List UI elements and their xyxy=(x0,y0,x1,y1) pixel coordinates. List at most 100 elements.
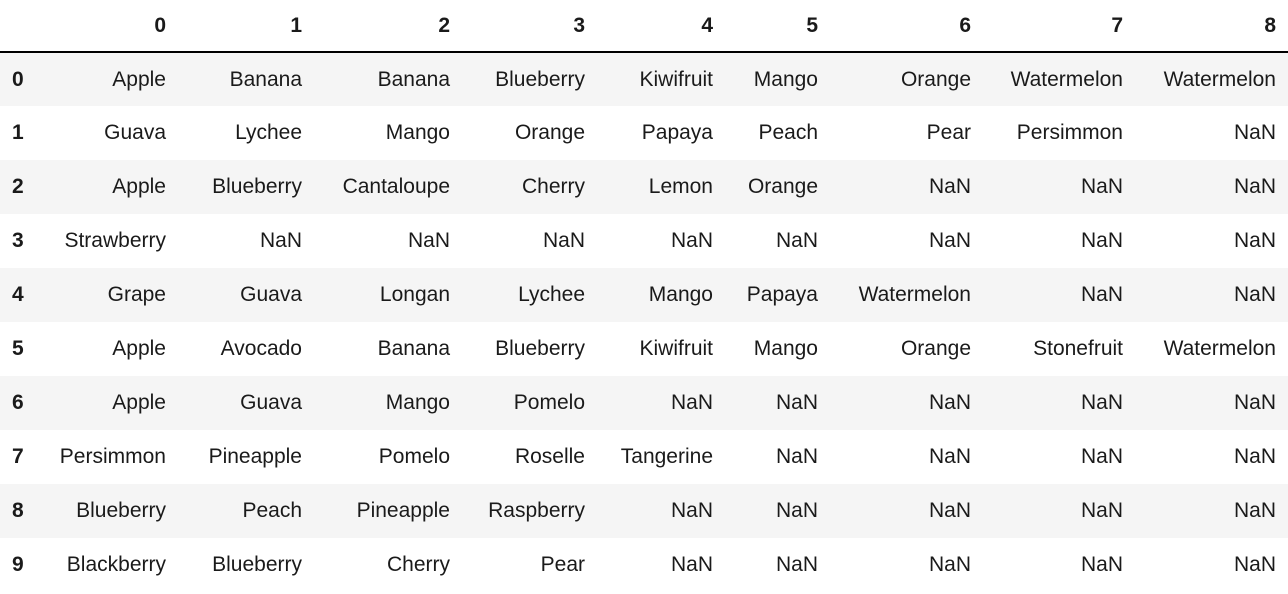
index-header-corner xyxy=(0,0,46,53)
row-index: 6 xyxy=(12,391,24,414)
table-cell: NaN xyxy=(775,445,818,468)
table-cell: NaN xyxy=(928,553,971,576)
table-cell: Tangerine xyxy=(620,445,713,468)
table-row: 4 Grape Guava Longan Lychee Mango Papaya Waterm… xyxy=(0,268,1288,322)
table-cell: Watermelon xyxy=(858,283,971,306)
table-cell: Longan xyxy=(379,283,450,306)
table-cell: Pomelo xyxy=(513,391,585,414)
table-cell: Mango xyxy=(753,67,818,91)
table-cell: Blueberry xyxy=(212,175,302,198)
table-cell: Cherry xyxy=(386,553,450,576)
table-cell: Watermelon xyxy=(1010,67,1123,91)
table-cell: NaN xyxy=(1233,283,1276,306)
table-cell: NaN xyxy=(1233,175,1276,198)
table-cell: NaN xyxy=(775,391,818,414)
table-cell: NaN xyxy=(259,229,302,252)
table-cell: NaN xyxy=(928,445,971,468)
table-cell: Blueberry xyxy=(495,67,585,91)
table-cell: Orange xyxy=(900,337,971,360)
table-cell: Stonefruit xyxy=(1033,337,1123,360)
table-row: 0 Apple Banana Banana Blueberry Kiwifruit Mang… xyxy=(0,52,1288,106)
table-row: 3 Strawberry NaN NaN NaN NaN NaN NaN NaN NaN xyxy=(0,214,1288,268)
column-header: 3 xyxy=(462,0,597,53)
table-cell: Orange xyxy=(747,175,818,198)
row-index: 5 xyxy=(12,337,24,360)
table-cell: Apple xyxy=(112,337,166,360)
table-cell: Papaya xyxy=(746,283,818,306)
table-cell: Blackberry xyxy=(66,553,166,576)
table-cell: NaN xyxy=(670,499,713,522)
table-cell: Mango xyxy=(753,337,818,360)
row-index: 7 xyxy=(12,445,24,468)
row-index: 0 xyxy=(12,67,24,91)
row-index: 2 xyxy=(12,175,24,198)
table-cell: NaN xyxy=(1080,499,1123,522)
column-header: 4 xyxy=(597,0,725,53)
table-row: 5 Apple Avocado Banana Blueberry Kiwifruit Man… xyxy=(0,322,1288,376)
column-header: 5 xyxy=(725,0,830,53)
table-cell: NaN xyxy=(1080,553,1123,576)
table-cell: Banana xyxy=(377,67,450,91)
table-cell: Pineapple xyxy=(356,499,450,522)
table-cell: NaN xyxy=(670,553,713,576)
column-header: 1 xyxy=(178,0,314,53)
table-cell: NaN xyxy=(775,499,818,522)
table-cell: Avocado xyxy=(220,337,302,360)
table-cell: NaN xyxy=(775,229,818,252)
column-header: 2 xyxy=(314,0,462,53)
table-cell: NaN xyxy=(670,391,713,414)
table-cell: Roselle xyxy=(514,445,585,468)
table-body: 0 Apple Banana Banana Blueberry Kiwifruit Mang… xyxy=(0,52,1288,592)
table-cell: NaN xyxy=(1080,445,1123,468)
table-cell: Peach xyxy=(758,121,818,144)
table-cell: NaN xyxy=(928,499,971,522)
row-index: 1 xyxy=(12,121,24,144)
table-cell: Lemon xyxy=(648,175,713,198)
table-cell: Banana xyxy=(229,67,302,91)
row-index: 8 xyxy=(12,499,24,522)
table-cell: Kiwifruit xyxy=(639,337,713,360)
table-cell: NaN xyxy=(1233,121,1276,144)
table-cell: NaN xyxy=(1233,499,1276,522)
table-cell: Raspberry xyxy=(488,499,585,522)
table-cell: Blueberry xyxy=(212,553,302,576)
table-cell: Orange xyxy=(900,67,971,91)
table-cell: Apple xyxy=(112,391,166,414)
table-cell: Pear xyxy=(926,121,971,144)
table-header: 0 1 2 3 4 5 6 7 8 xyxy=(0,0,1288,53)
table-cell: NaN xyxy=(775,553,818,576)
table-cell: NaN xyxy=(1080,175,1123,198)
table-cell: NaN xyxy=(1233,229,1276,252)
table-cell: Grape xyxy=(107,283,166,306)
table-row: 6 Apple Guava Mango Pomelo NaN NaN NaN NaN NaN xyxy=(0,376,1288,430)
table-cell: Guava xyxy=(104,121,166,144)
table-cell: Blueberry xyxy=(495,337,585,360)
table-cell: Lychee xyxy=(235,121,302,144)
table-row: 7 Persimmon Pineapple Pomelo Roselle Tangerin… xyxy=(0,430,1288,484)
table-cell: Guava xyxy=(240,283,302,306)
table-cell: NaN xyxy=(542,229,585,252)
table-cell: NaN xyxy=(407,229,450,252)
row-index: 3 xyxy=(12,229,24,252)
table-cell: Blueberry xyxy=(76,499,166,522)
table-cell: Cherry xyxy=(521,175,585,198)
table-cell: Watermelon xyxy=(1163,67,1276,91)
column-header: 7 xyxy=(983,0,1135,53)
table-cell: Pomelo xyxy=(378,445,450,468)
row-index: 9 xyxy=(12,553,24,576)
table-cell: NaN xyxy=(928,391,971,414)
table-row: 1 Guava Lychee Mango Orange Papaya Peach Pear Pe… xyxy=(0,106,1288,160)
table-cell: Peach xyxy=(242,499,302,522)
column-header: 6 xyxy=(830,0,983,53)
table-cell: NaN xyxy=(670,229,713,252)
header-row: 0 1 2 3 4 5 6 7 8 xyxy=(0,0,1288,53)
table-cell: NaN xyxy=(1233,553,1276,576)
table-row: 8 Blueberry Peach Pineapple Raspberry NaN NaN N… xyxy=(0,484,1288,538)
table-row: 2 Apple Blueberry Cantaloupe Cherry Lemon Oran… xyxy=(0,160,1288,214)
table-cell: NaN xyxy=(1233,445,1276,468)
table-cell: NaN xyxy=(1233,391,1276,414)
table-cell: Mango xyxy=(648,283,713,306)
table-cell: Guava xyxy=(240,391,302,414)
table-cell: Cantaloupe xyxy=(342,175,450,198)
